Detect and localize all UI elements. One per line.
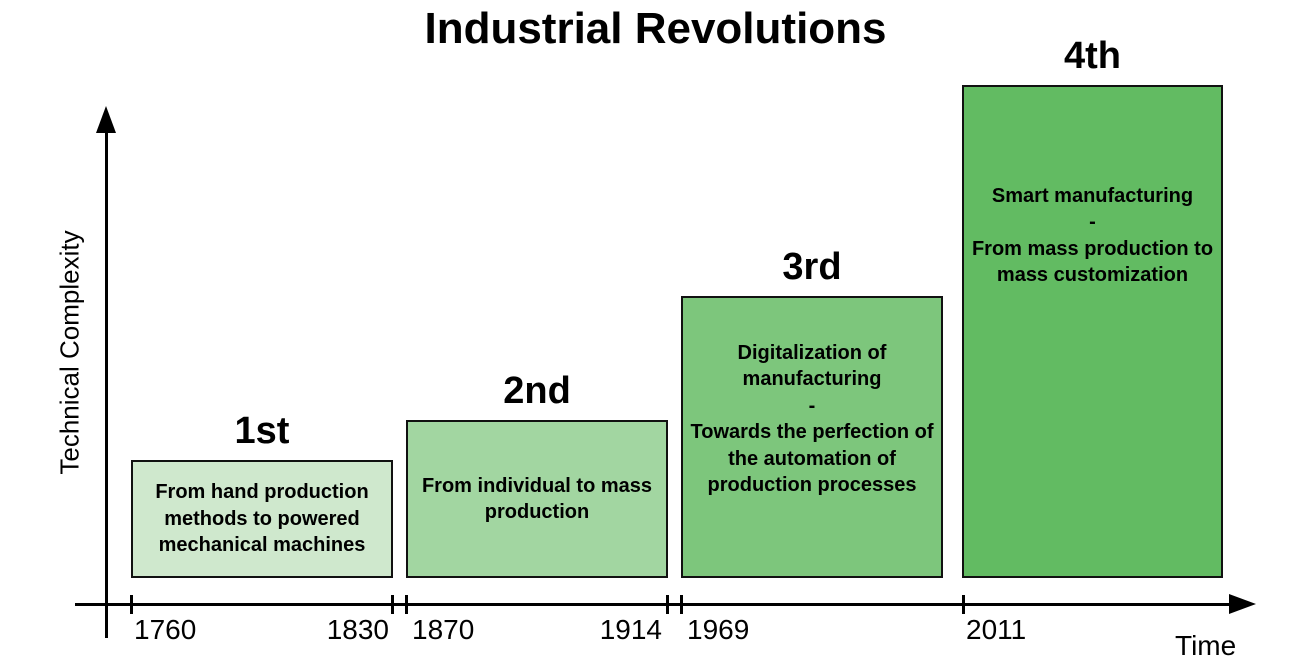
y-axis-line <box>105 112 108 638</box>
x-axis-arrow-right-icon <box>1229 594 1256 614</box>
bar-1st-revolution: From hand production methods to powered … <box>131 460 393 578</box>
bar-description: From mass production to mass customizati… <box>971 237 1214 287</box>
bar-label-4th: 4th <box>1064 35 1121 77</box>
x-axis-tick <box>680 595 683 614</box>
x-tick-label: 1914 <box>599 614 662 645</box>
x-axis-tick <box>405 595 408 614</box>
y-axis-arrow-up-icon <box>96 106 116 133</box>
x-axis-tick <box>130 595 133 614</box>
bar-description: Smart manufacturing <box>991 185 1194 207</box>
bar-label-2nd: 2nd <box>503 370 571 412</box>
x-tick-label: 2011 <box>966 614 1027 645</box>
bar-description: From hand production methods to powered … <box>155 481 369 557</box>
x-tick-label: 1969 <box>687 614 750 645</box>
x-tick-label: 1830 <box>326 614 389 645</box>
x-axis-label: Time <box>1175 630 1237 661</box>
bar-3rd-revolution: Digitalization of manufacturing - Toward… <box>681 296 943 578</box>
bar-4th-revolution: Smart manufacturing - From mass producti… <box>962 85 1223 578</box>
bar-description: Towards the perfection of the automation… <box>690 421 934 496</box>
bar-description: Digitalization of manufacturing <box>737 342 887 391</box>
bar-label-3rd: 3rd <box>782 246 842 288</box>
bar-description: From individual to mass production <box>421 474 653 523</box>
x-axis-tick <box>391 595 394 614</box>
x-tick-label: 1760 <box>134 614 197 645</box>
x-axis-line <box>75 603 1232 606</box>
x-tick-label: 1870 <box>412 614 475 645</box>
y-axis-label: Technical Complexity <box>54 230 85 475</box>
bar-description-separator: - <box>808 394 816 417</box>
bar-2nd-revolution: From individual to mass production <box>406 420 668 578</box>
chart-title: Industrial Revolutions <box>424 4 887 53</box>
x-axis-tick <box>666 595 669 614</box>
x-axis-tick <box>962 595 965 614</box>
bar-description-separator: - <box>1089 211 1096 234</box>
bar-label-1st: 1st <box>234 410 290 452</box>
